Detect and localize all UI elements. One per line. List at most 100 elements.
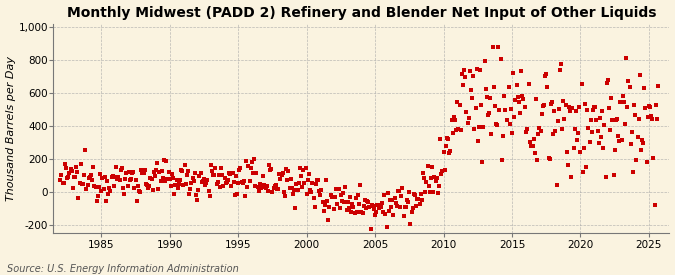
- Point: [276, 173, 287, 177]
- Point: [275, 177, 286, 182]
- Point: [408, 192, 419, 196]
- Point: [634, 72, 645, 77]
- Point: [307, 181, 318, 186]
- Point: [466, 88, 477, 92]
- Point: [195, 171, 206, 175]
- Point: [497, 133, 508, 138]
- Point: [461, 110, 472, 114]
- Point: [608, 173, 619, 177]
- Point: [265, 168, 275, 172]
- Point: [68, 186, 78, 191]
- Point: [112, 177, 123, 181]
- Point: [526, 144, 537, 148]
- Point: [310, 181, 321, 186]
- Point: [301, 192, 312, 196]
- Point: [372, 203, 383, 207]
- Point: [183, 169, 194, 173]
- Point: [459, 68, 470, 72]
- Point: [256, 186, 267, 190]
- Point: [476, 103, 487, 107]
- Point: [144, 184, 155, 188]
- Point: [217, 173, 227, 177]
- Point: [171, 178, 182, 182]
- Point: [274, 172, 285, 176]
- Point: [145, 175, 156, 180]
- Point: [190, 192, 201, 197]
- Point: [74, 181, 85, 185]
- Point: [507, 131, 518, 136]
- Point: [595, 135, 606, 139]
- Point: [390, 201, 401, 205]
- Point: [297, 185, 308, 189]
- Point: [547, 131, 558, 136]
- Point: [454, 103, 465, 108]
- Point: [610, 118, 621, 123]
- Point: [160, 178, 171, 183]
- Y-axis label: Thousand Barrels per Day: Thousand Barrels per Day: [5, 56, 16, 201]
- Point: [493, 45, 504, 49]
- Point: [263, 189, 273, 193]
- Point: [592, 129, 603, 133]
- Point: [349, 211, 360, 216]
- Point: [71, 165, 82, 169]
- Point: [466, 96, 477, 100]
- Point: [327, 195, 338, 200]
- Point: [636, 148, 647, 152]
- Point: [76, 181, 87, 186]
- Point: [486, 131, 497, 136]
- Point: [213, 173, 224, 177]
- Point: [218, 183, 229, 188]
- Point: [469, 127, 480, 131]
- Point: [525, 139, 536, 144]
- Point: [572, 137, 583, 142]
- Point: [253, 188, 264, 193]
- Point: [487, 45, 498, 50]
- Point: [277, 171, 288, 175]
- Point: [410, 193, 421, 197]
- Point: [452, 100, 462, 105]
- Point: [331, 187, 342, 191]
- Point: [209, 172, 219, 177]
- Point: [446, 117, 457, 122]
- Point: [109, 184, 119, 189]
- Point: [188, 179, 199, 183]
- Point: [348, 205, 359, 209]
- Point: [603, 78, 614, 82]
- Point: [172, 186, 183, 190]
- Point: [324, 205, 335, 209]
- Point: [279, 190, 290, 194]
- Point: [157, 176, 168, 180]
- Point: [514, 111, 525, 115]
- Point: [57, 180, 68, 185]
- Point: [477, 160, 488, 164]
- Point: [641, 159, 652, 164]
- Point: [87, 177, 98, 182]
- Point: [286, 177, 296, 181]
- Point: [624, 85, 635, 89]
- Point: [157, 169, 167, 174]
- Point: [503, 85, 514, 89]
- Point: [458, 83, 468, 88]
- Point: [200, 183, 211, 187]
- Point: [55, 178, 65, 183]
- Point: [225, 172, 236, 176]
- Point: [317, 200, 328, 204]
- Point: [519, 105, 530, 109]
- Point: [436, 172, 447, 176]
- Point: [138, 171, 149, 175]
- Point: [341, 208, 352, 212]
- Point: [607, 118, 618, 122]
- Point: [646, 114, 657, 118]
- Point: [139, 168, 150, 173]
- Point: [633, 117, 644, 121]
- Point: [647, 117, 657, 122]
- Point: [405, 222, 416, 226]
- Point: [221, 180, 232, 184]
- Point: [184, 192, 194, 196]
- Point: [162, 177, 173, 182]
- Point: [416, 198, 427, 202]
- Point: [455, 128, 466, 132]
- Point: [522, 127, 533, 132]
- Point: [529, 137, 539, 142]
- Point: [520, 130, 531, 134]
